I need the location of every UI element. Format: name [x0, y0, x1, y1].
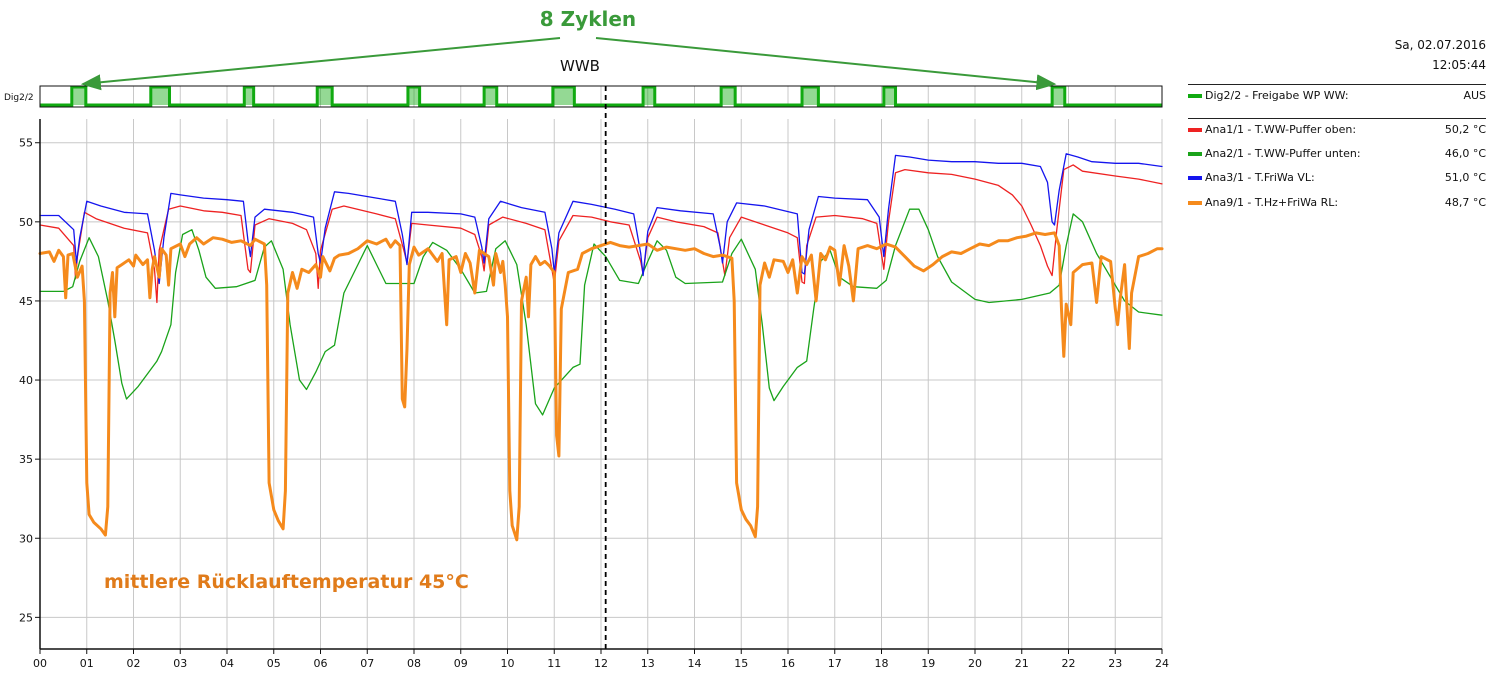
y-tick-label: 40 [19, 374, 33, 387]
x-tick-label: 07 [360, 657, 374, 670]
digital-pulse [150, 87, 170, 105]
x-tick-label: 04 [220, 657, 234, 670]
digital-pulse [244, 87, 254, 105]
legend-value: 46,0 °C [1444, 147, 1486, 160]
annotation-event: WWB [560, 57, 600, 75]
digital-pulse [407, 87, 420, 105]
x-tick-label: 22 [1062, 657, 1076, 670]
x-tick-label: 21 [1015, 657, 1029, 670]
axes: 00 01 02 03 04 05 06 07 08 09 10 11 12 13 14 15 16 17 18 19… [19, 119, 1169, 670]
legend-date: Sa, 02.07.2016 [1394, 38, 1486, 52]
x-tick-label: 09 [454, 657, 468, 670]
x-tick-label: 02 [127, 657, 141, 670]
x-tick-label: 16 [781, 657, 795, 670]
legend-time: 12:05:44 [1432, 58, 1486, 72]
x-tick-label: 14 [688, 657, 702, 670]
x-tick-label: 12 [594, 657, 608, 670]
legend-label: Ana2/1 - T.WW-Puffer unten: [1205, 147, 1361, 160]
y-tick-label: 55 [19, 137, 33, 150]
y-tick-label: 25 [19, 611, 33, 624]
legend-label: Ana3/1 - T.FriWa VL: [1205, 171, 1315, 184]
legend-swatch-digital [1188, 94, 1202, 98]
legend-divider [1188, 84, 1486, 85]
digital-pulse [883, 87, 896, 105]
legend-label: Ana9/1 - T.Hz+FriWa RL: [1205, 196, 1339, 209]
x-tick-label: 05 [267, 657, 281, 670]
series-layer [38, 86, 1164, 649]
annotation-cycles: 8 Zyklen [540, 7, 636, 31]
legend-swatch-ana3 [1188, 176, 1202, 180]
y-tick-label: 45 [19, 295, 33, 308]
x-tick-label: 03 [173, 657, 187, 670]
digital-pulse [552, 87, 575, 105]
x-tick-label: 00 [33, 657, 47, 670]
x-tick-label: 23 [1108, 657, 1122, 670]
digital-pulse [1052, 87, 1065, 105]
annotations: 8 Zyklen WWB mittlere Rücklauftemperatur… [4, 7, 1057, 593]
series-line-3 [39, 153, 1163, 285]
legend-row-ana3: Ana3/1 - T.FriWa VL: 51,0 °C [1188, 171, 1486, 187]
digital-track [39, 85, 1163, 108]
x-tick-label: 13 [641, 657, 655, 670]
x-tick-label: 08 [407, 657, 421, 670]
legend-row-ana2: Ana2/1 - T.WW-Puffer unten: 46,0 °C [1188, 147, 1486, 163]
legend-digital-row: Dig2/2 - Freigabe WP WW: AUS [1188, 89, 1486, 105]
series-line-1 [39, 164, 1163, 304]
digital-pulse [721, 87, 736, 105]
digital-pulse [71, 87, 86, 105]
digital-pulse [802, 87, 819, 105]
legend-divider [1188, 118, 1486, 119]
legend-panel: Sa, 02.07.2016 12:05:44 Dig2/2 - Freigab… [1188, 0, 1488, 674]
x-tick-label: 15 [734, 657, 748, 670]
legend-swatch-ana2 [1188, 152, 1202, 156]
y-tick-label: 50 [19, 216, 33, 229]
annotation-arrow [80, 37, 561, 91]
x-tick-label: 11 [547, 657, 561, 670]
grid-lines [39, 86, 1163, 649]
digital-track-label: Dig2/2 [4, 93, 34, 103]
legend-row-ana9: Ana9/1 - T.Hz+FriWa RL: 48,7 °C [1188, 196, 1486, 212]
annotation-arrow [595, 37, 1057, 91]
x-tick-label: 10 [501, 657, 515, 670]
chart: 00 01 02 03 04 05 06 07 08 09 10 11 12 13 14 15 16 17 18 19… [4, 7, 1169, 670]
series-line-2 [39, 208, 1163, 416]
x-tick-label: 20 [968, 657, 982, 670]
y-tick-label: 30 [19, 532, 33, 545]
x-tick-label: 18 [875, 657, 889, 670]
legend-row-ana1: Ana1/1 - T.WW-Puffer oben: 50,2 °C [1188, 123, 1486, 139]
digital-pulse [643, 87, 655, 105]
legend-value: 48,7 °C [1444, 196, 1486, 209]
digital-track-frame [39, 85, 1163, 108]
legend-swatch-ana9 [1188, 201, 1202, 205]
y-tick-label: 35 [19, 453, 33, 466]
legend-value: 51,0 °C [1444, 171, 1486, 184]
digital-series-line [40, 85, 1162, 107]
legend-value: 50,2 °C [1444, 123, 1486, 136]
x-tick-label: 19 [921, 657, 935, 670]
digital-pulse [317, 87, 333, 105]
digital-pulse [484, 87, 497, 105]
x-tick-label: 01 [80, 657, 94, 670]
legend-label: Ana1/1 - T.WW-Puffer oben: [1205, 123, 1357, 136]
legend-swatch-ana1 [1188, 128, 1202, 132]
legend-label: Dig2/2 - Freigabe WP WW: [1205, 89, 1349, 102]
x-tick-label: 06 [314, 657, 328, 670]
legend-value: AUS [1463, 89, 1486, 102]
annotation-return-temp: mittlere Rücklauftemperatur 45°C [104, 571, 469, 593]
x-tick-label: 24 [1155, 657, 1169, 670]
series-line-4 [38, 231, 1164, 542]
x-tick-label: 17 [828, 657, 842, 670]
